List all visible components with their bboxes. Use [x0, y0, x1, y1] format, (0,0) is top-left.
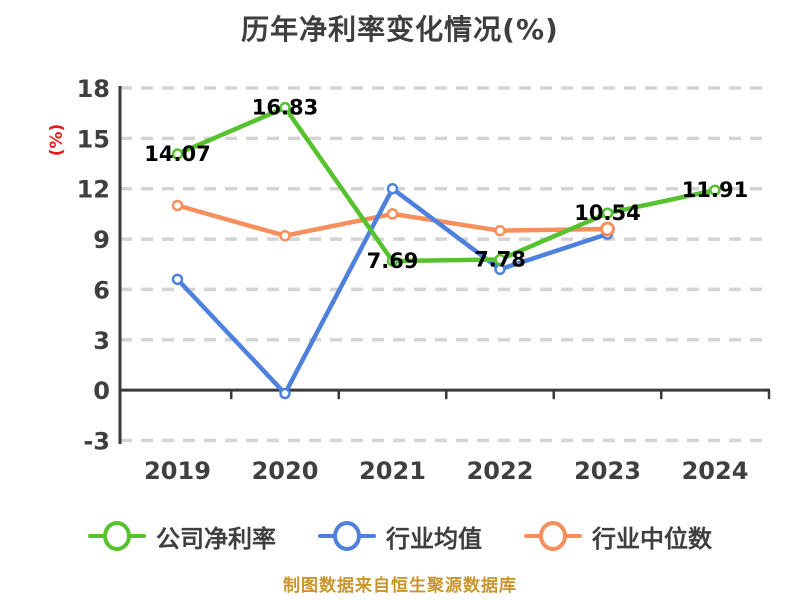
data-source-note: 制图数据来自恒生聚源数据库	[283, 576, 517, 596]
y-tick-label--3: -3	[83, 428, 110, 456]
data-point-company-net-margin-2022	[494, 253, 506, 266]
data-point-industry-median-2022	[494, 224, 506, 237]
legend-label: 行业中位数	[592, 524, 712, 553]
data-point-industry-mean-2020	[279, 387, 291, 400]
series-line-company-net-margin	[175, 105, 718, 264]
value-label-company-net-margin-2019: 14.07	[144, 142, 210, 166]
y-tick-label-12: 12	[77, 176, 110, 204]
data-point-company-net-margin-2024	[709, 184, 721, 196]
legend-item-company-net-margin: 公司净利率	[88, 519, 276, 554]
y-tick-label-15: 15	[77, 125, 110, 153]
data-point-industry-median-2020	[279, 229, 291, 242]
legend-label: 行业均值	[386, 524, 482, 553]
y-tick-label-6: 6	[93, 276, 110, 304]
legend-item-industry-median: 行业中位数	[524, 519, 712, 554]
x-tick-label-2022: 2022	[467, 457, 534, 485]
x-tick-label-2024: 2024	[682, 457, 749, 485]
legend-marker-icon	[524, 519, 582, 553]
data-point-company-net-margin-2019	[171, 148, 184, 160]
data-point-industry-median-2023	[600, 221, 615, 237]
y-tick-label-0: 0	[93, 377, 110, 405]
legend-circle	[103, 521, 131, 551]
legend-circle	[333, 521, 361, 551]
data-point-industry-median-2019	[171, 199, 184, 212]
legend-item-industry-mean: 行业均值	[318, 519, 482, 554]
y-axis-unit-label: (%)	[47, 124, 67, 157]
x-tick-label-2019: 2019	[144, 457, 211, 485]
y-tick-label-18: 18	[77, 75, 110, 103]
x-tick-label-2021: 2021	[359, 457, 426, 485]
value-label-company-net-margin-2020: 16.83	[252, 96, 318, 120]
x-tick-label-2020: 2020	[252, 457, 319, 485]
value-label-company-net-margin-2022: 7.78	[474, 248, 526, 272]
value-label-company-net-margin-2023: 10.54	[574, 201, 640, 225]
chart-legend: 公司净利率 行业均值 行业中位数	[0, 512, 800, 560]
x-tick-label-2023: 2023	[574, 457, 641, 485]
data-point-company-net-margin-2020	[279, 101, 291, 114]
data-point-industry-mean-2021	[386, 182, 399, 195]
legend-marker-icon	[88, 519, 146, 553]
y-tick-label-3: 3	[93, 327, 110, 355]
data-point-industry-median-2021	[386, 208, 399, 220]
chart-title: 历年净利率变化情况(%)	[241, 13, 559, 46]
data-point-industry-mean-2019	[171, 273, 184, 286]
y-tick-label-9: 9	[93, 226, 110, 254]
legend-marker-icon	[318, 519, 376, 553]
legend-circle	[539, 521, 567, 551]
value-label-company-net-margin-2021: 7.69	[367, 249, 419, 273]
value-label-company-net-margin-2024: 11.91	[682, 178, 748, 202]
data-point-company-net-margin-2023	[601, 207, 614, 219]
data-point-company-net-margin-2021	[386, 255, 399, 267]
legend-label: 公司净利率	[156, 524, 276, 553]
